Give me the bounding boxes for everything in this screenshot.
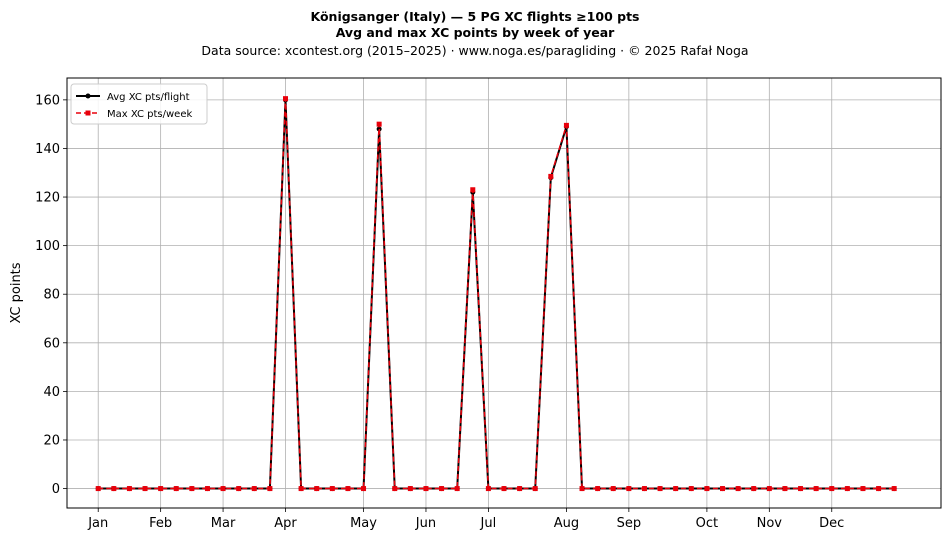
legend-label-max: Max XC pts/week [107, 109, 192, 120]
grid [67, 78, 941, 508]
y-tick-label: 160 [35, 93, 60, 108]
y-tick-label: 120 [35, 191, 60, 206]
data-point-max [345, 486, 351, 492]
x-tick-label: Jun [415, 516, 436, 531]
data-point-max [423, 486, 429, 492]
data-point-max [595, 486, 601, 492]
axes-frame [66, 77, 942, 509]
y-tick-label: 0 [52, 482, 60, 497]
x-tick-label: Dec [819, 516, 844, 531]
data-point-max [735, 486, 741, 492]
data-point-max [813, 486, 819, 492]
y-tick-label: 20 [43, 433, 60, 448]
chart-source-note: Data source: xcontest.org (2015–2025) · … [201, 43, 749, 58]
y-tick-label: 100 [35, 239, 60, 254]
legend-marker-avg [85, 93, 91, 99]
data-point-max [657, 486, 663, 492]
data-point-max [626, 486, 632, 492]
data-point-max [189, 486, 195, 492]
x-tick-label: Sep [617, 516, 642, 531]
data-point-max [641, 486, 647, 492]
data-point-max [876, 486, 882, 492]
data-point-max [532, 486, 538, 492]
x-tick-label: Oct [696, 516, 718, 531]
data-point-max [579, 486, 585, 492]
x-tick-label: Jan [87, 516, 108, 531]
data-point-max [688, 486, 694, 492]
data-point-max [454, 486, 460, 492]
data-point-max [610, 486, 616, 492]
data-point-max [142, 486, 148, 492]
data-point-max [501, 486, 507, 492]
data-point-max [517, 486, 523, 492]
data-point-max [860, 486, 866, 492]
chart-subtitle: Avg and max XC points by week of year [335, 25, 615, 40]
data-point-max [392, 486, 398, 492]
legend-label-avg: Avg XC pts/flight [107, 92, 190, 103]
data-point-max [126, 486, 132, 492]
data-point-max [766, 486, 772, 492]
data-point-max [485, 486, 491, 492]
x-tick-label: Feb [149, 516, 172, 531]
series-line-max [98, 97, 895, 490]
data-point-max [548, 173, 554, 179]
x-tick-label: May [350, 516, 377, 531]
data-point-max [751, 486, 757, 492]
series [95, 96, 897, 492]
data-point-max [439, 486, 445, 492]
data-point-max [782, 486, 788, 492]
y-axis: 0 20 40 60 80 100 120 140 160 [35, 93, 67, 497]
data-point-max [111, 486, 117, 492]
data-point-max [470, 187, 476, 193]
x-axis: Jan Feb Mar Apr May Jun Jul Aug Sep Oct Nov Dec [87, 508, 844, 531]
x-tick-label: Nov [757, 516, 783, 531]
data-point-max [563, 122, 569, 128]
data-point-max [829, 486, 835, 492]
y-tick-label: 40 [43, 385, 60, 400]
y-axis-label: XC points [9, 262, 24, 323]
data-point-max [236, 486, 242, 492]
data-point-max [673, 486, 679, 492]
y-tick-label: 140 [35, 142, 60, 157]
data-point-max [720, 486, 725, 492]
legend-marker-max [85, 110, 91, 116]
data-point-max [251, 486, 257, 492]
data-point-max [283, 96, 288, 102]
data-point-max [798, 486, 804, 492]
chart-title: Königsanger (Italy) — 5 PG XC flights ≥1… [310, 9, 640, 24]
data-point-max [891, 486, 897, 492]
legend: Avg XC pts/flight Max XC pts/week [70, 83, 208, 125]
data-point-max [158, 486, 164, 492]
data-point-max [95, 486, 101, 492]
x-tick-label: Mar [211, 516, 236, 531]
data-point-max [361, 486, 367, 492]
data-point-max [329, 486, 335, 492]
y-tick-label: 60 [43, 336, 60, 351]
data-point-max [376, 121, 382, 127]
data-point-max [220, 486, 226, 492]
data-point-max [314, 486, 320, 492]
data-point-max [844, 486, 850, 492]
x-tick-label: Apr [274, 516, 297, 531]
x-tick-label: Jul [480, 516, 497, 531]
data-point-max [173, 486, 179, 492]
data-point-max [204, 486, 210, 492]
y-tick-label: 80 [43, 288, 60, 303]
data-point-max [298, 486, 304, 492]
data-point-max [267, 486, 273, 492]
data-point-max [704, 486, 710, 492]
data-point-max [407, 486, 413, 492]
legend-box [70, 83, 208, 125]
x-tick-label: Aug [554, 516, 579, 531]
